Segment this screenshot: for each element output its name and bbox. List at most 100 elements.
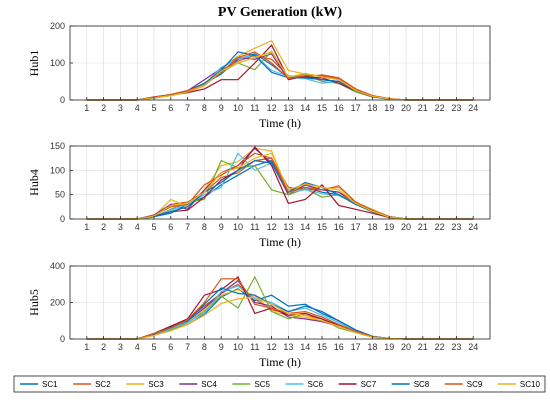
x-tick-label: 18 <box>367 103 377 113</box>
series-sc10 <box>86 51 474 101</box>
x-tick-label: 1 <box>84 342 89 352</box>
x-tick-label: 16 <box>334 103 344 113</box>
x-tick-label: 5 <box>151 342 156 352</box>
x-tick-label: 16 <box>334 222 344 232</box>
y-tick-label: 0 <box>60 214 65 224</box>
series-sc8 <box>86 51 474 101</box>
x-tick-label: 22 <box>435 342 445 352</box>
x-tick-label: 20 <box>401 103 411 113</box>
y-axis-label: Hub4 <box>27 169 41 196</box>
x-axis-label: Time (h) <box>259 235 301 249</box>
legend-label: SC10 <box>520 380 541 389</box>
series-sc6 <box>86 152 474 220</box>
x-tick-label: 21 <box>418 342 428 352</box>
panel-hub1: 1 2 3 4 5 6 7 8 9 10 11 12 13 14 15 16 17 18 19 20 21 22 23 240… <box>27 21 491 130</box>
x-tick-label: 15 <box>317 342 327 352</box>
x-tick-label: 23 <box>451 222 461 232</box>
x-tick-label: 5 <box>151 222 156 232</box>
legend-label: SC6 <box>308 380 324 389</box>
x-tick-label: 12 <box>267 103 277 113</box>
x-tick-label: 18 <box>367 222 377 232</box>
x-tick-label: 14 <box>300 222 310 232</box>
x-tick-label: 15 <box>317 222 327 232</box>
y-tick-label: 200 <box>50 298 65 308</box>
legend-label: SC7 <box>361 380 377 389</box>
x-tick-label: 5 <box>151 103 156 113</box>
x-tick-label: 10 <box>233 222 243 232</box>
x-tick-label: 10 <box>233 103 243 113</box>
x-tick-label: 19 <box>384 103 394 113</box>
x-tick-label: 12 <box>267 342 277 352</box>
y-tick-label: 100 <box>50 165 65 175</box>
series-sc7 <box>86 146 474 220</box>
series-sc4 <box>86 279 474 340</box>
legend: SC1 SC2 SC3 SC4 SC5 SC6 SC7 SC8 SC9 SC10 <box>13 375 546 393</box>
x-tick-label: 7 <box>185 342 190 352</box>
x-tick-label: 3 <box>118 103 123 113</box>
x-tick-label: 7 <box>185 103 190 113</box>
x-tick-label: 4 <box>135 342 140 352</box>
y-tick-label: 400 <box>50 261 65 271</box>
x-tick-label: 9 <box>219 342 224 352</box>
x-tick-label: 23 <box>451 342 461 352</box>
series-sc2 <box>86 157 474 220</box>
x-tick-label: 3 <box>118 342 123 352</box>
x-tick-label: 14 <box>300 103 310 113</box>
x-tick-label: 4 <box>135 222 140 232</box>
y-tick-label: 150 <box>50 141 65 151</box>
x-tick-label: 23 <box>451 103 461 113</box>
chart-title: PV Generation (kW) <box>218 5 343 20</box>
x-tick-label: 21 <box>418 222 428 232</box>
y-tick-label: 200 <box>50 21 65 31</box>
y-axis-label: Hub5 <box>27 289 41 316</box>
x-tick-label: 8 <box>202 222 207 232</box>
x-tick-label: 9 <box>219 103 224 113</box>
series-sc1 <box>86 159 474 220</box>
series-sc6 <box>86 285 474 340</box>
legend-label: SC4 <box>201 380 217 389</box>
legend-label: SC3 <box>148 380 164 389</box>
panel-hub4: 1 2 3 4 5 6 7 8 9 10 11 12 13 14 15 16 17 18 19 20 21 22 23 240… <box>27 141 491 249</box>
x-axis-label: Time (h) <box>259 116 301 130</box>
x-axis-label: Time (h) <box>259 355 301 369</box>
x-tick-label: 15 <box>317 103 327 113</box>
series-sc7 <box>86 44 474 101</box>
x-tick-label: 3 <box>118 222 123 232</box>
legend-label: SC5 <box>254 380 270 389</box>
x-tick-label: 7 <box>185 222 190 232</box>
legend-label: SC9 <box>467 380 483 389</box>
x-tick-label: 14 <box>300 342 310 352</box>
series-sc10 <box>86 152 474 220</box>
legend-frame <box>13 375 546 393</box>
plot-frame <box>69 145 491 220</box>
x-tick-label: 2 <box>101 342 106 352</box>
y-tick-label: 0 <box>60 334 65 344</box>
x-tick-label: 8 <box>202 342 207 352</box>
x-tick-label: 22 <box>435 103 445 113</box>
x-tick-label: 20 <box>401 342 411 352</box>
y-tick-label: 100 <box>50 58 65 68</box>
x-tick-label: 18 <box>367 342 377 352</box>
x-tick-label: 8 <box>202 103 207 113</box>
x-tick-label: 2 <box>101 222 106 232</box>
y-tick-label: 0 <box>60 95 65 105</box>
x-tick-label: 19 <box>384 222 394 232</box>
x-tick-label: 6 <box>168 103 173 113</box>
x-tick-label: 17 <box>351 103 361 113</box>
x-tick-label: 11 <box>250 222 259 232</box>
series-sc3 <box>86 289 474 340</box>
series-sc10 <box>86 296 474 340</box>
x-tick-label: 1 <box>84 222 89 232</box>
x-tick-label: 17 <box>351 342 361 352</box>
x-tick-label: 13 <box>283 103 293 113</box>
x-tick-label: 11 <box>250 342 259 352</box>
x-tick-label: 4 <box>135 103 140 113</box>
x-tick-label: 24 <box>468 342 478 352</box>
panel-hub5: 1 2 3 4 5 6 7 8 9 10 11 12 13 14 15 16 17 18 19 20 21 22 23 240… <box>27 261 491 369</box>
x-tick-label: 9 <box>219 222 224 232</box>
series-sc9 <box>86 51 474 101</box>
x-tick-label: 22 <box>435 222 445 232</box>
x-tick-label: 10 <box>233 342 243 352</box>
series-sc9 <box>86 152 474 220</box>
